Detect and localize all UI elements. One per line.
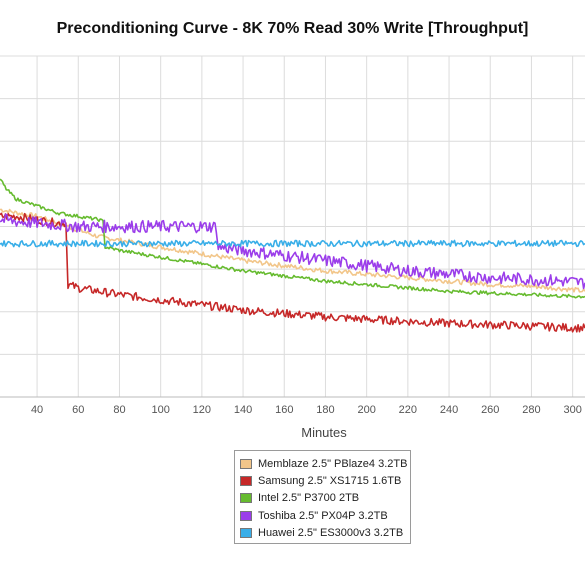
- x-tick-label: 300: [563, 404, 581, 416]
- legend-item: Memblaze 2.5" PBlaze4 3.2TB: [240, 455, 410, 472]
- x-tick-label: 120: [193, 404, 211, 416]
- legend-swatch: [240, 528, 252, 539]
- legend-label: Huawei 2.5" ES3000v3 3.2TB: [258, 527, 404, 540]
- x-tick-label: 160: [275, 404, 293, 416]
- x-tick-label: 60: [72, 404, 84, 416]
- legend-item: Samsung 2.5" XS1715 1.6TB: [240, 472, 410, 489]
- x-tick-labels: 40 60 80 100 120 140 160 180 200 220 240 260 280 300: [31, 404, 582, 416]
- legend-item: Intel 2.5" P3700 2TB: [240, 490, 410, 507]
- legend-label: Memblaze 2.5" PBlaze4 3.2TB: [258, 457, 408, 470]
- series-line-4: [0, 239, 585, 248]
- legend-swatch: [240, 458, 252, 469]
- chart-title: Preconditioning Curve - 8K 70% Read 30% …: [56, 20, 529, 37]
- x-axis-label: Minutes: [301, 425, 347, 440]
- x-tick-label: 100: [151, 404, 169, 416]
- legend-label: Toshiba 2.5" PX04P 3.2TB: [258, 509, 388, 522]
- x-tick-label: 40: [31, 404, 43, 416]
- legend-swatch: [240, 510, 252, 521]
- series-line-3: [0, 213, 585, 290]
- x-tick-label: 240: [440, 404, 458, 416]
- legend-swatch: [240, 493, 252, 504]
- legend-label: Intel 2.5" P3700 2TB: [258, 492, 360, 505]
- x-tick-label: 260: [481, 404, 499, 416]
- legend-label: Samsung 2.5" XS1715 1.6TB: [258, 475, 402, 488]
- legend-item: Huawei 2.5" ES3000v3 3.2TB: [240, 525, 410, 542]
- x-tick-label: 280: [522, 404, 540, 416]
- x-tick-label: 220: [399, 404, 417, 416]
- series-line-0: [0, 208, 585, 293]
- x-tick-label: 180: [316, 404, 334, 416]
- legend: Memblaze 2.5" PBlaze4 3.2TB Samsung 2.5" …: [234, 450, 411, 544]
- x-tick-label: 140: [234, 404, 252, 416]
- series-line-2: [0, 178, 585, 299]
- x-tick-label: 80: [113, 404, 125, 416]
- legend-item: Toshiba 2.5" PX04P 3.2TB: [240, 507, 410, 524]
- series-lines: [0, 178, 585, 333]
- legend-swatch: [240, 476, 252, 487]
- x-tick-label: 200: [357, 404, 375, 416]
- series-line-1: [0, 212, 585, 333]
